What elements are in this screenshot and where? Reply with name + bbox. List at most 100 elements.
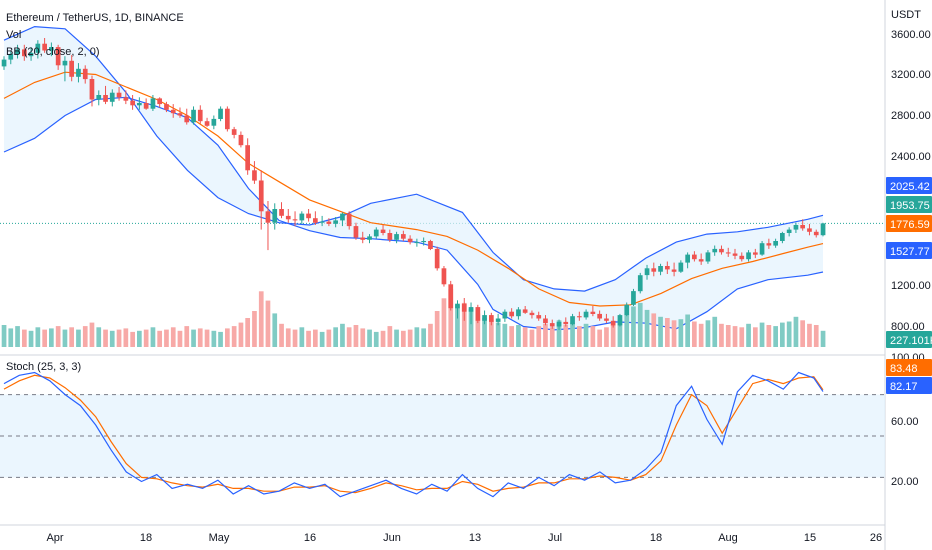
candle-body	[495, 318, 501, 322]
price-axis-tick: 3200.00	[891, 69, 931, 81]
volume-bar	[766, 325, 772, 347]
volume-bar	[563, 325, 569, 347]
volume-bar	[448, 289, 454, 347]
candle-body	[577, 316, 582, 318]
candle-body	[441, 268, 447, 285]
candle-body	[8, 53, 14, 60]
volume-bar	[549, 327, 555, 347]
candle-body	[678, 262, 684, 272]
volume-bar	[773, 326, 778, 347]
volume-bar	[367, 329, 372, 347]
candle-body	[563, 321, 569, 325]
candle-body	[360, 237, 366, 240]
candle-body	[617, 315, 623, 326]
volume-bar	[197, 328, 203, 347]
candle-body	[184, 115, 190, 123]
volume-bar	[272, 313, 278, 347]
candle-body	[279, 209, 284, 216]
candle-body	[421, 241, 426, 243]
volume-bar	[671, 320, 677, 347]
candle-body	[96, 95, 102, 100]
volume-bar	[712, 316, 718, 347]
candle-body	[780, 233, 785, 241]
candle-body	[49, 47, 54, 51]
candle-body	[407, 238, 413, 243]
stoch-indicator-label[interactable]: Stoch (25, 3, 3)	[6, 361, 81, 373]
candle-body	[658, 266, 663, 272]
candle-body	[157, 98, 162, 105]
volume-bar	[252, 311, 257, 347]
price-tag-text: 1776.59	[890, 219, 930, 231]
candle-body	[753, 252, 758, 255]
bollinger-bands	[3, 25, 824, 331]
volume-bar	[522, 327, 528, 347]
candle-body	[143, 103, 149, 109]
candle-body	[258, 180, 264, 212]
volume-bar	[69, 327, 74, 347]
candle-body	[272, 209, 278, 223]
bollinger-fill	[4, 26, 823, 330]
candle-body	[793, 225, 799, 230]
candle-body	[529, 312, 535, 316]
volume-bar	[658, 316, 663, 347]
volume-bar	[407, 329, 413, 347]
volume-bar	[313, 329, 318, 347]
volume-bar	[292, 329, 298, 347]
price-tag-box	[886, 377, 932, 394]
volume-bar	[130, 331, 135, 347]
volume-bar	[211, 330, 217, 347]
candle-body	[211, 118, 217, 126]
volume-bar	[238, 322, 244, 347]
price-tag-box	[886, 331, 932, 348]
candle-body	[502, 311, 508, 319]
candle-body	[455, 303, 460, 309]
time-axis-tick: Apr	[46, 532, 63, 544]
candle-body	[231, 129, 237, 135]
price-tag-box	[886, 359, 932, 376]
time-axis-tick: May	[209, 532, 230, 544]
volume-bar	[617, 320, 623, 347]
candle-body	[719, 248, 724, 253]
volume-bar	[150, 327, 156, 347]
candle-body	[509, 311, 514, 317]
candle-body	[434, 248, 440, 269]
volume-bar	[35, 327, 41, 347]
volume-bar	[583, 323, 589, 347]
volume-bar	[360, 328, 366, 347]
volume-bar	[42, 329, 47, 347]
candle-body	[394, 234, 399, 240]
price-tag: 1953.75	[886, 196, 932, 213]
volume-bar	[116, 329, 122, 347]
candle-body	[319, 221, 325, 223]
volume-bar	[455, 305, 460, 347]
volume-bar	[265, 300, 271, 347]
chart-title[interactable]: Ethereum / TetherUS, 1D, BINANCE	[6, 12, 184, 24]
price-tag-text: 83.48	[890, 363, 918, 375]
volume-bar	[665, 318, 670, 347]
volume-bar	[739, 327, 745, 347]
candle-body	[109, 92, 115, 102]
candle-body	[265, 211, 271, 223]
volume-bar	[218, 331, 223, 347]
bollinger-indicator-label[interactable]: BB (20, close, 2, 0)	[6, 46, 100, 58]
volume-bar	[692, 321, 697, 347]
candle-body	[69, 60, 74, 77]
candle-body	[380, 229, 386, 233]
candle-body	[367, 236, 372, 240]
volume-bar	[759, 322, 765, 347]
volume-indicator-label[interactable]: Vol	[6, 29, 21, 41]
candle-body	[387, 233, 393, 240]
price-axis-tick: 3600.00	[891, 29, 931, 41]
candle-body	[732, 253, 738, 256]
time-axis-tick: 26	[870, 532, 882, 544]
candle-body	[333, 220, 338, 224]
candle-body	[353, 226, 359, 238]
volume-bar	[820, 330, 826, 347]
currency-label[interactable]: USDT	[891, 9, 921, 21]
volume-bar	[245, 318, 250, 347]
price-axis-tick: 2800.00	[891, 110, 931, 122]
candle-body	[299, 213, 305, 221]
price-axis-tick: 2400.00	[891, 151, 931, 163]
time-axis-tick: 18	[650, 532, 662, 544]
